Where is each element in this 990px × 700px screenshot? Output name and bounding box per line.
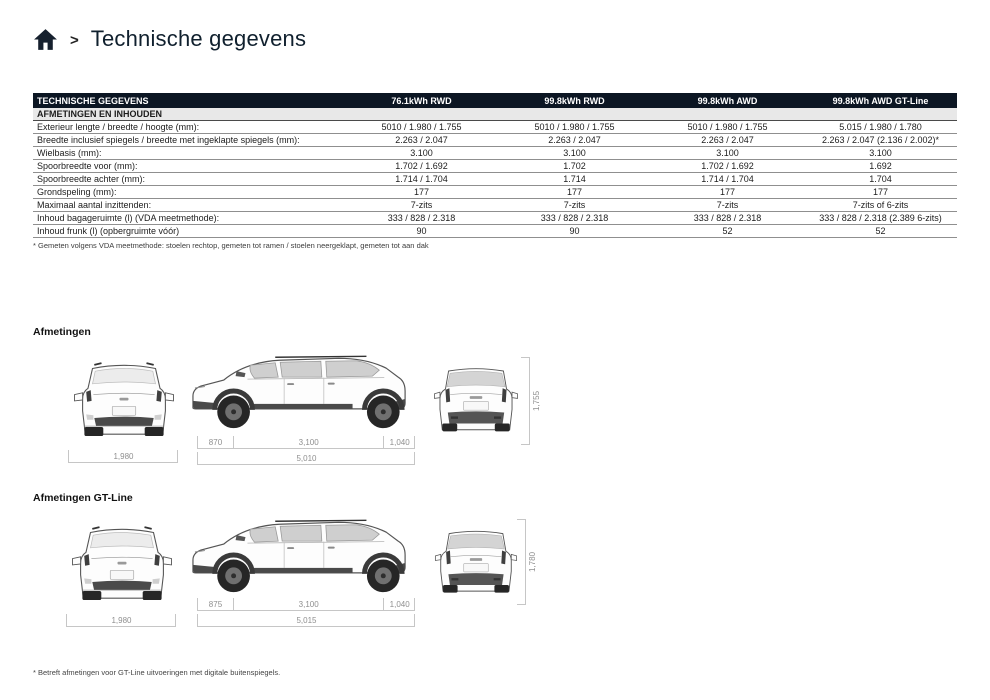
table-section-header: AFMETINGEN EN INHOUDEN: [33, 108, 957, 121]
table-row: Wielbasis (mm): 3.100 3.100 3.100 3.100: [33, 147, 957, 160]
cell-value: 5010 / 1.980 / 1.755: [534, 122, 615, 132]
cell-value: 177: [719, 187, 736, 197]
cell-value: 3.100: [563, 148, 586, 158]
dimension-front-width: 1,980: [68, 450, 178, 463]
spec-table: TECHNISCHE GEGEVENS 76.1kWh RWD 99.8kWh …: [33, 93, 957, 250]
table-header-row: TECHNISCHE GEGEVENS 76.1kWh RWD 99.8kWh …: [33, 93, 957, 108]
table-footnote: * Gemeten volgens VDA meetmethode: stoel…: [33, 241, 429, 250]
column-header: 99.8kWh RWD: [544, 95, 605, 106]
footer-note: * Betreft afmetingen voor GT-Line uitvoe…: [33, 668, 281, 677]
table-row: Breedte inclusief spiegels / breedte met…: [33, 134, 957, 147]
cell-value: 2.263 / 2.047: [395, 135, 448, 145]
cell-value: 333 / 828 / 2.318: [387, 213, 456, 223]
dimension-rear-overhang: 1,040: [383, 598, 415, 611]
breadcrumb-separator: >: [70, 31, 79, 49]
row-label: Grondspeling (mm):: [37, 187, 117, 197]
cell-value: 1.714 / 1.704: [395, 174, 448, 184]
cell-value: 2.263 / 2.047: [701, 135, 754, 145]
cell-value: 1.702 / 1.692: [701, 161, 754, 171]
table-row: Exterieur lengte / breedte / hoogte (mm)…: [33, 121, 957, 134]
table-row: Spoorbreedte achter (mm): 1.714 / 1.704 …: [33, 173, 957, 186]
car-rear-view-gt: [430, 517, 522, 607]
cell-value: 52: [875, 226, 886, 236]
dimension-rear-overhang: 1,040: [383, 436, 415, 449]
home-icon[interactable]: [33, 28, 58, 51]
cell-value: 3.100: [869, 148, 892, 158]
table-row: Inhoud frunk (l) (opbergruimte vóór) 90 …: [33, 225, 957, 238]
row-label: Inhoud bagageruimte (l) (VDA meetmethode…: [37, 213, 220, 223]
cell-value: 1.714: [563, 174, 586, 184]
column-header: 99.8kWh AWD: [697, 95, 758, 106]
table-row: Inhoud bagageruimte (l) (VDA meetmethode…: [33, 212, 957, 225]
cell-value: 177: [872, 187, 889, 197]
cell-value: 1.704: [869, 174, 892, 184]
row-label: Inhoud frunk (l) (opbergruimte vóór): [37, 226, 180, 236]
cell-value: 2.263 / 2.047: [548, 135, 601, 145]
breadcrumb: > Technische gegevens: [33, 26, 306, 52]
dimension-total-length: 5,010: [197, 452, 415, 465]
cell-value: 177: [566, 187, 583, 197]
dimension-height-gt: 1,780: [517, 519, 539, 605]
table-row: Grondspeling (mm): 177 177 177 177: [33, 186, 957, 199]
cell-value: 1.714 / 1.704: [701, 174, 754, 184]
cell-value: 3.100: [716, 148, 739, 158]
cell-value: 177: [413, 187, 430, 197]
column-header: 99.8kWh AWD GT-Line: [832, 95, 929, 106]
car-side-view-gt: [188, 510, 416, 602]
row-label: Wielbasis (mm):: [37, 148, 102, 158]
cell-value: 5010 / 1.980 / 1.755: [381, 122, 462, 132]
cell-value: 5.015 / 1.980 / 1.780: [839, 122, 922, 132]
cell-value: 7-zits: [563, 200, 586, 210]
cell-value: 90: [416, 226, 427, 236]
table-row: Spoorbreedte voor (mm): 1.702 / 1.692 1.…: [33, 160, 957, 173]
car-rear-view: [429, 354, 523, 446]
column-header: TECHNISCHE GEGEVENS: [37, 95, 149, 106]
section-title-afmetingen: Afmetingen: [33, 326, 91, 338]
cell-value: 90: [569, 226, 580, 236]
dimension-front-overhang: 870: [197, 436, 233, 449]
cell-value: 5010 / 1.980 / 1.755: [687, 122, 768, 132]
dimension-front-overhang: 875: [197, 598, 233, 611]
cell-value: 2.263 / 2.047 (2.136 / 2.002)*: [821, 135, 940, 145]
cell-value: 7-zits of 6-zits: [852, 200, 909, 210]
cell-value: 1.702: [563, 161, 586, 171]
column-header: 76.1kWh RWD: [391, 95, 452, 106]
dimension-height: 1,755: [521, 357, 543, 445]
row-label: Spoorbreedte achter (mm):: [37, 174, 146, 184]
cell-value: 333 / 828 / 2.318: [693, 213, 762, 223]
row-label: Breedte inclusief spiegels / breedte met…: [37, 135, 300, 145]
row-label: Spoorbreedte voor (mm):: [37, 161, 138, 171]
cell-value: 3.100: [410, 148, 433, 158]
dimension-segments: 870 3,100 1,040: [197, 436, 415, 449]
cell-value: 52: [722, 226, 733, 236]
car-front-view-gt: [68, 516, 176, 612]
cell-value: 333 / 828 / 2.318: [540, 213, 609, 223]
dimension-front-width-gt: 1,980: [66, 614, 176, 627]
cell-value: 333 / 828 / 2.318 (2.389 6-zits): [819, 213, 942, 223]
cell-value: 1.702 / 1.692: [395, 161, 448, 171]
table-row: Maximaal aantal inzittenden: 7-zits 7-zi…: [33, 199, 957, 212]
dimension-segments-gt: 875 3,100 1,040: [197, 598, 415, 611]
cell-value: 7-zits: [716, 200, 739, 210]
section-title-afmetingen-gt-line: Afmetingen GT-Line: [33, 492, 133, 504]
dimension-wheelbase: 3,100: [232, 436, 384, 449]
row-label: Maximaal aantal inzittenden:: [37, 200, 152, 210]
dimension-total-length-gt: 5,015: [197, 614, 415, 627]
car-front-view: [70, 352, 178, 448]
cell-value: 1.692: [869, 161, 892, 171]
cell-value: 7-zits: [410, 200, 433, 210]
car-side-view: [188, 346, 416, 438]
dimension-wheelbase: 3,100: [232, 598, 384, 611]
page-title: Technische gegevens: [90, 26, 307, 51]
row-label: Exterieur lengte / breedte / hoogte (mm)…: [37, 122, 200, 132]
